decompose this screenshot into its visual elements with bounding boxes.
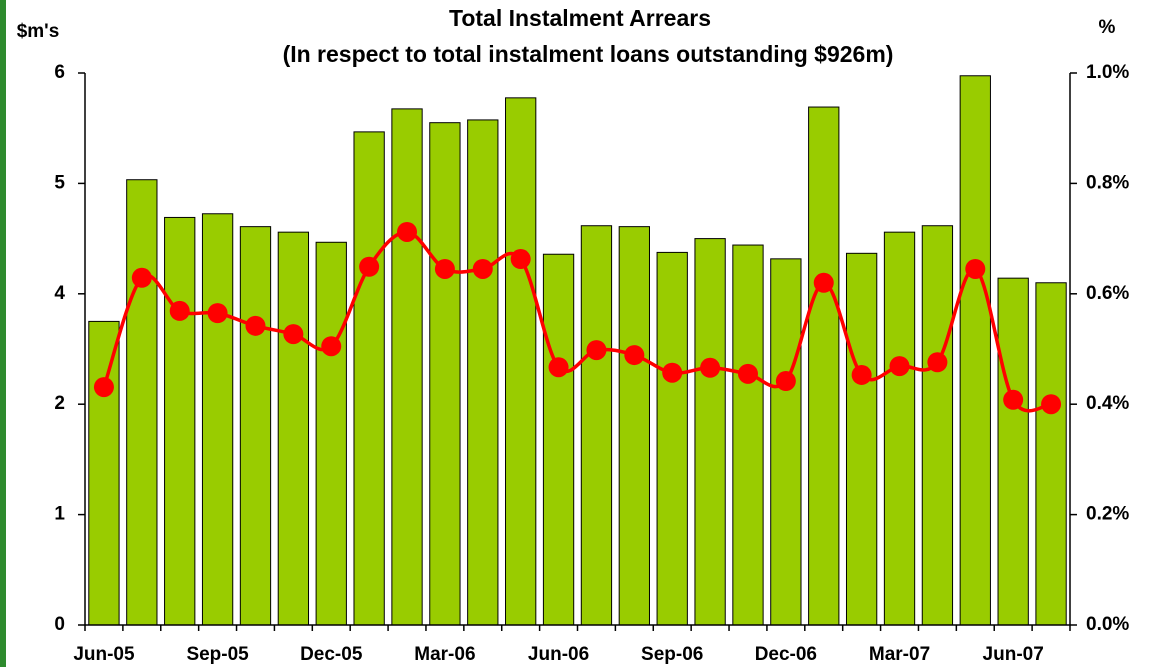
bar bbox=[88, 320, 120, 626]
x-tick-label: Jun-07 bbox=[983, 644, 1044, 665]
y-tick-label: 4 bbox=[54, 283, 65, 304]
line-marker bbox=[927, 352, 948, 373]
line-marker bbox=[359, 256, 380, 277]
bar bbox=[997, 277, 1029, 626]
line-marker bbox=[131, 267, 152, 288]
x-tick-label: Dec-05 bbox=[300, 644, 363, 665]
x-tick-label: Mar-07 bbox=[869, 644, 930, 665]
bar bbox=[883, 231, 916, 626]
y-tick-label: 1 bbox=[54, 504, 65, 525]
chart-subtitle: (In respect to total instalment loans ou… bbox=[283, 41, 894, 67]
bar bbox=[277, 231, 310, 626]
bar bbox=[239, 226, 272, 626]
x-tick-label: Sep-06 bbox=[641, 644, 703, 665]
y2-tick-label: 0.0% bbox=[1086, 614, 1129, 635]
line-marker bbox=[1041, 394, 1062, 415]
left-border bbox=[0, 0, 6, 667]
y2-tick-label: 0.6% bbox=[1086, 283, 1129, 304]
line-marker bbox=[700, 357, 721, 378]
y2-tick-label: 0.8% bbox=[1086, 172, 1129, 193]
line-marker bbox=[889, 356, 910, 377]
y-tick-label: 0 bbox=[54, 614, 65, 635]
x-tick-label: Sep-05 bbox=[186, 644, 249, 665]
line-marker bbox=[548, 357, 569, 378]
x-tick-label: Dec-06 bbox=[755, 644, 817, 665]
line-marker bbox=[207, 303, 228, 324]
line-marker bbox=[737, 363, 758, 384]
line-marker bbox=[93, 377, 114, 398]
x-tick-label: Mar-06 bbox=[414, 644, 475, 665]
chart-title: Total Instalment Arrears bbox=[449, 5, 711, 31]
line-marker bbox=[775, 371, 796, 392]
line-marker bbox=[1003, 389, 1024, 410]
bar bbox=[391, 108, 423, 626]
line-marker bbox=[813, 272, 834, 293]
bar bbox=[959, 75, 991, 626]
line-marker bbox=[510, 249, 531, 270]
bar bbox=[618, 226, 650, 626]
x-tick-label: Jun-05 bbox=[73, 644, 135, 665]
bar bbox=[467, 119, 499, 626]
bar bbox=[921, 225, 954, 626]
bar bbox=[808, 106, 840, 626]
line-marker bbox=[472, 258, 493, 279]
y-axis-label: $m's bbox=[17, 21, 60, 42]
x-tick-label: Jun-06 bbox=[528, 644, 589, 665]
line-marker bbox=[662, 362, 683, 383]
bar bbox=[542, 253, 575, 626]
bar bbox=[845, 252, 878, 626]
bar bbox=[505, 97, 537, 626]
bar bbox=[315, 241, 347, 626]
bar bbox=[429, 122, 461, 626]
line-marker bbox=[851, 364, 872, 385]
line-marker bbox=[397, 221, 418, 242]
bar bbox=[1035, 282, 1067, 626]
line-marker bbox=[624, 345, 645, 366]
line-marker bbox=[321, 336, 342, 357]
bar bbox=[126, 179, 158, 626]
bar bbox=[694, 238, 726, 626]
bar bbox=[580, 225, 613, 626]
line-marker bbox=[434, 258, 455, 279]
y-tick-label: 2 bbox=[54, 393, 65, 414]
bar bbox=[770, 258, 802, 626]
y2-tick-label: 0.4% bbox=[1086, 393, 1129, 414]
y2-axis-label: % bbox=[1099, 17, 1116, 38]
y-tick-label: 6 bbox=[54, 62, 65, 83]
line-marker bbox=[586, 340, 607, 361]
y-tick-label: 5 bbox=[54, 172, 65, 193]
line-marker bbox=[245, 315, 266, 336]
line-marker bbox=[965, 258, 986, 279]
bar bbox=[164, 216, 196, 626]
bar bbox=[732, 244, 764, 626]
line-marker bbox=[283, 324, 304, 345]
y2-tick-label: 0.2% bbox=[1086, 504, 1129, 525]
bar bbox=[201, 213, 234, 626]
y2-tick-label: 1.0% bbox=[1086, 62, 1129, 83]
line-marker bbox=[169, 300, 190, 321]
bar bbox=[656, 251, 688, 626]
bar bbox=[353, 131, 385, 626]
